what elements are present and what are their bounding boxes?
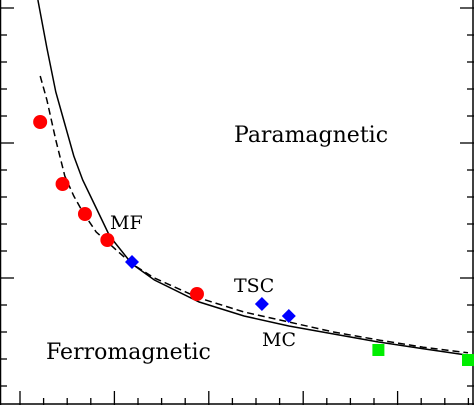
region-label-ferromagnetic: Ferromagnetic xyxy=(46,340,211,365)
blue-diamond-point xyxy=(125,255,139,269)
red-circle-point xyxy=(100,233,115,247)
point-label-mc: MC xyxy=(262,329,296,351)
red-circle-point xyxy=(189,287,204,301)
red-circle-point xyxy=(33,115,48,129)
blue-diamond-point xyxy=(254,297,269,311)
green-square-point xyxy=(372,344,385,356)
point-label-mf: MF xyxy=(110,212,143,234)
red-circle-point xyxy=(55,177,70,191)
phase-boundary-curves xyxy=(37,0,469,356)
red-circle-point xyxy=(77,207,92,221)
dashed-boundary-line xyxy=(39,75,469,354)
region-label-paramagnetic: Paramagnetic xyxy=(234,123,388,148)
blue-diamond-point xyxy=(281,309,296,323)
green-square-point xyxy=(462,354,474,366)
solid-boundary-line xyxy=(37,0,469,356)
data-markers xyxy=(33,115,474,366)
point-label-tsc: TSC xyxy=(234,275,274,297)
